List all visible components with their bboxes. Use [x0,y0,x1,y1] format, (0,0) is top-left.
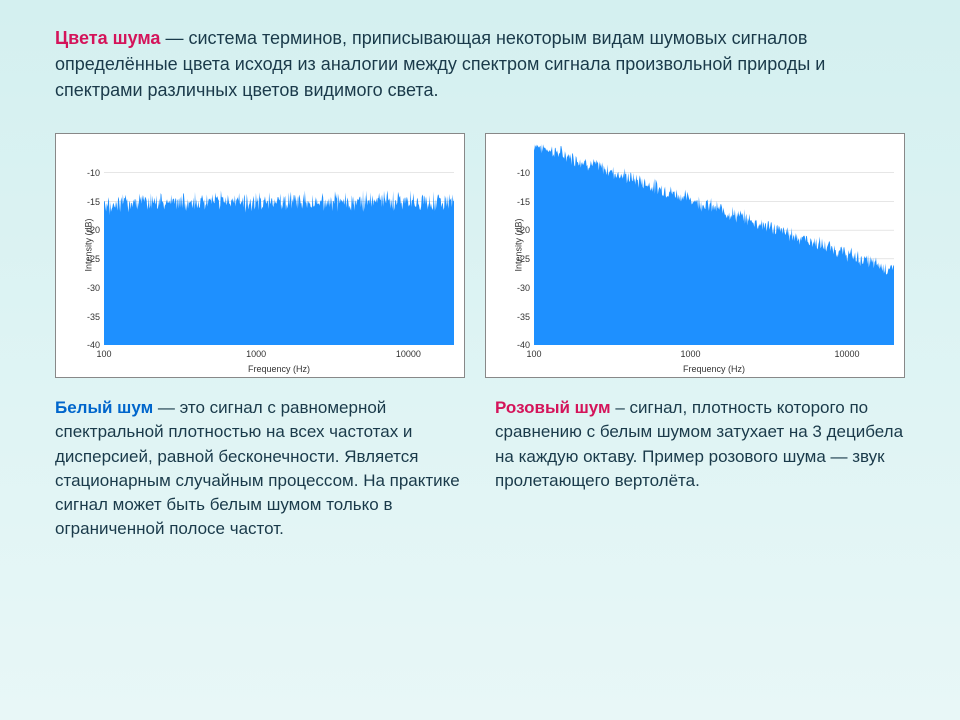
x-axis-left: Frequency (Hz) 100100010000 [104,345,454,377]
x-tick: 100 [96,349,111,359]
pink-noise-description: Розовый шум – сигнал, плотность которого… [495,396,905,541]
x-tick: 1000 [681,349,701,359]
x-tick: 1000 [246,349,266,359]
charts-row: Intensity (dB) -10-15-20-25-30-35-40 Fre… [55,133,905,378]
white-noise-description: Белый шум — это сигнал с равномерной спе… [55,396,465,541]
y-tick: -10 [517,168,530,178]
x-axis-label: Frequency (Hz) [248,364,310,374]
y-tick: -25 [87,254,100,264]
y-tick: -20 [87,225,100,235]
y-tick: -10 [87,168,100,178]
y-tick: -15 [517,197,530,207]
y-tick: -35 [87,312,100,322]
intro-text: — система терминов, приписывающая некото… [55,28,825,100]
pink-noise-title: Розовый шум [495,398,611,417]
pink-noise-chart: Intensity (dB) -10-15-20-25-30-35-40 Fre… [485,133,905,378]
x-tick: 10000 [835,349,860,359]
x-tick: 10000 [396,349,421,359]
y-tick: -30 [517,283,530,293]
descriptions-row: Белый шум — это сигнал с равномерной спе… [55,396,905,541]
y-tick: -15 [87,197,100,207]
y-tick: -25 [517,254,530,264]
white-noise-title: Белый шум [55,398,153,417]
y-axis-right: Intensity (dB) -10-15-20-25-30-35-40 [486,144,534,345]
x-axis-right: Frequency (Hz) 100100010000 [534,345,894,377]
x-axis-label: Frequency (Hz) [683,364,745,374]
y-tick: -30 [87,283,100,293]
white-noise-text: — это сигнал с равномерной спектральной … [55,398,460,538]
y-axis-left: Intensity (dB) -10-15-20-25-30-35-40 [56,144,104,345]
y-tick: -35 [517,312,530,322]
intro-paragraph: Цвета шума — система терминов, приписыва… [55,25,905,103]
white-noise-plot [104,144,454,345]
y-tick: -20 [517,225,530,235]
intro-title: Цвета шума [55,28,160,48]
white-noise-chart: Intensity (dB) -10-15-20-25-30-35-40 Fre… [55,133,465,378]
x-tick: 100 [526,349,541,359]
pink-noise-plot [534,144,894,345]
